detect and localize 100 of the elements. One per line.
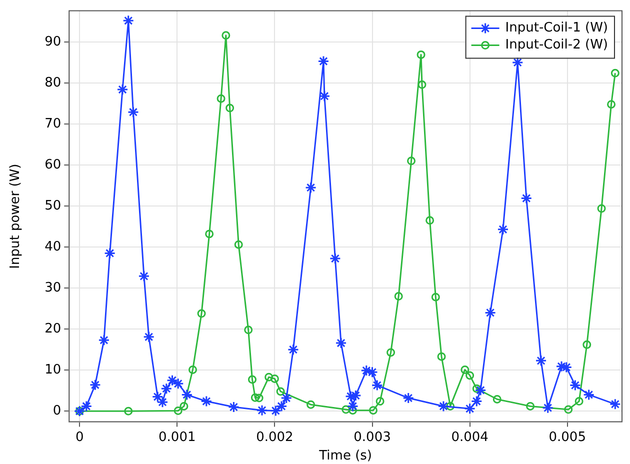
point [348, 406, 357, 415]
point [226, 104, 234, 112]
point [583, 388, 595, 400]
point [472, 384, 481, 393]
legend-label: Input-Coil-1 (W) [505, 20, 608, 36]
point [181, 388, 193, 400]
point [166, 374, 178, 386]
point [342, 405, 350, 414]
point [216, 94, 226, 103]
point [371, 380, 383, 392]
point [122, 14, 134, 26]
point [542, 402, 554, 414]
point [222, 31, 230, 40]
point [335, 337, 347, 349]
point [276, 400, 288, 412]
y-tick-label: 60 [44, 157, 62, 172]
y-tick-label: 10 [44, 362, 62, 378]
point [346, 400, 358, 412]
legend-label: Input-Coil-2 (W) [505, 38, 608, 53]
point [407, 156, 416, 166]
point [89, 379, 101, 391]
point [418, 80, 426, 89]
point [160, 382, 172, 394]
x-tick-label: 0.004 [451, 430, 488, 445]
point [386, 348, 396, 357]
point [254, 394, 264, 402]
point [569, 380, 581, 392]
point [526, 402, 535, 410]
x-tick-label: 0.005 [548, 430, 586, 445]
x-axis-title: Time (s) [318, 448, 372, 464]
point [360, 364, 372, 376]
point [437, 352, 446, 361]
point [280, 392, 292, 404]
point [376, 397, 384, 406]
point [270, 374, 279, 383]
point [597, 204, 606, 213]
y-tick-label: 80 [44, 75, 62, 90]
point [180, 402, 188, 410]
point [172, 378, 184, 390]
y-axis-title: Input power (W) [8, 164, 24, 269]
point [497, 224, 509, 236]
point [276, 387, 285, 396]
point [474, 384, 486, 396]
point [228, 401, 240, 413]
point [609, 398, 621, 410]
y-tick-label: 50 [44, 198, 62, 214]
point [318, 56, 330, 67]
point [200, 396, 212, 408]
point [535, 354, 547, 366]
point [264, 372, 274, 382]
point [394, 292, 403, 301]
point [520, 192, 532, 204]
point [582, 340, 592, 349]
point [492, 394, 502, 404]
y-tick-label: 30 [44, 280, 62, 296]
y-tick-label: 40 [44, 239, 62, 254]
point [560, 361, 572, 373]
point [138, 270, 150, 282]
x-tick-label: 0 [75, 430, 84, 445]
point [470, 396, 482, 408]
point [124, 406, 133, 416]
point [416, 50, 426, 59]
point [143, 331, 155, 343]
point [156, 396, 168, 408]
point [466, 371, 474, 380]
point [188, 365, 197, 374]
x-tick-label: 0.001 [158, 430, 196, 445]
point [574, 397, 584, 406]
point [306, 400, 316, 409]
point [438, 400, 450, 412]
point [460, 365, 470, 374]
point [426, 216, 434, 225]
point [305, 182, 317, 194]
y-tick-label: 90 [44, 34, 62, 50]
point [446, 402, 455, 410]
point [127, 106, 139, 118]
point [484, 306, 496, 318]
y-tick-label: 70 [44, 116, 62, 132]
point [104, 247, 116, 259]
point [152, 391, 164, 403]
point [318, 90, 330, 102]
point [329, 252, 341, 264]
point [256, 404, 268, 416]
point [234, 240, 243, 249]
point [402, 392, 414, 404]
point [607, 100, 616, 109]
point [197, 309, 206, 318]
point [248, 375, 257, 384]
point [564, 405, 573, 414]
point [80, 400, 92, 412]
point [174, 406, 182, 415]
y-tick-label: 0 [52, 404, 62, 419]
point [116, 84, 128, 96]
point [270, 404, 282, 416]
point [250, 393, 260, 402]
point [98, 334, 110, 346]
x-tick-label: 0.003 [354, 430, 391, 445]
point [205, 230, 214, 238]
point [244, 326, 253, 334]
point [464, 402, 476, 414]
